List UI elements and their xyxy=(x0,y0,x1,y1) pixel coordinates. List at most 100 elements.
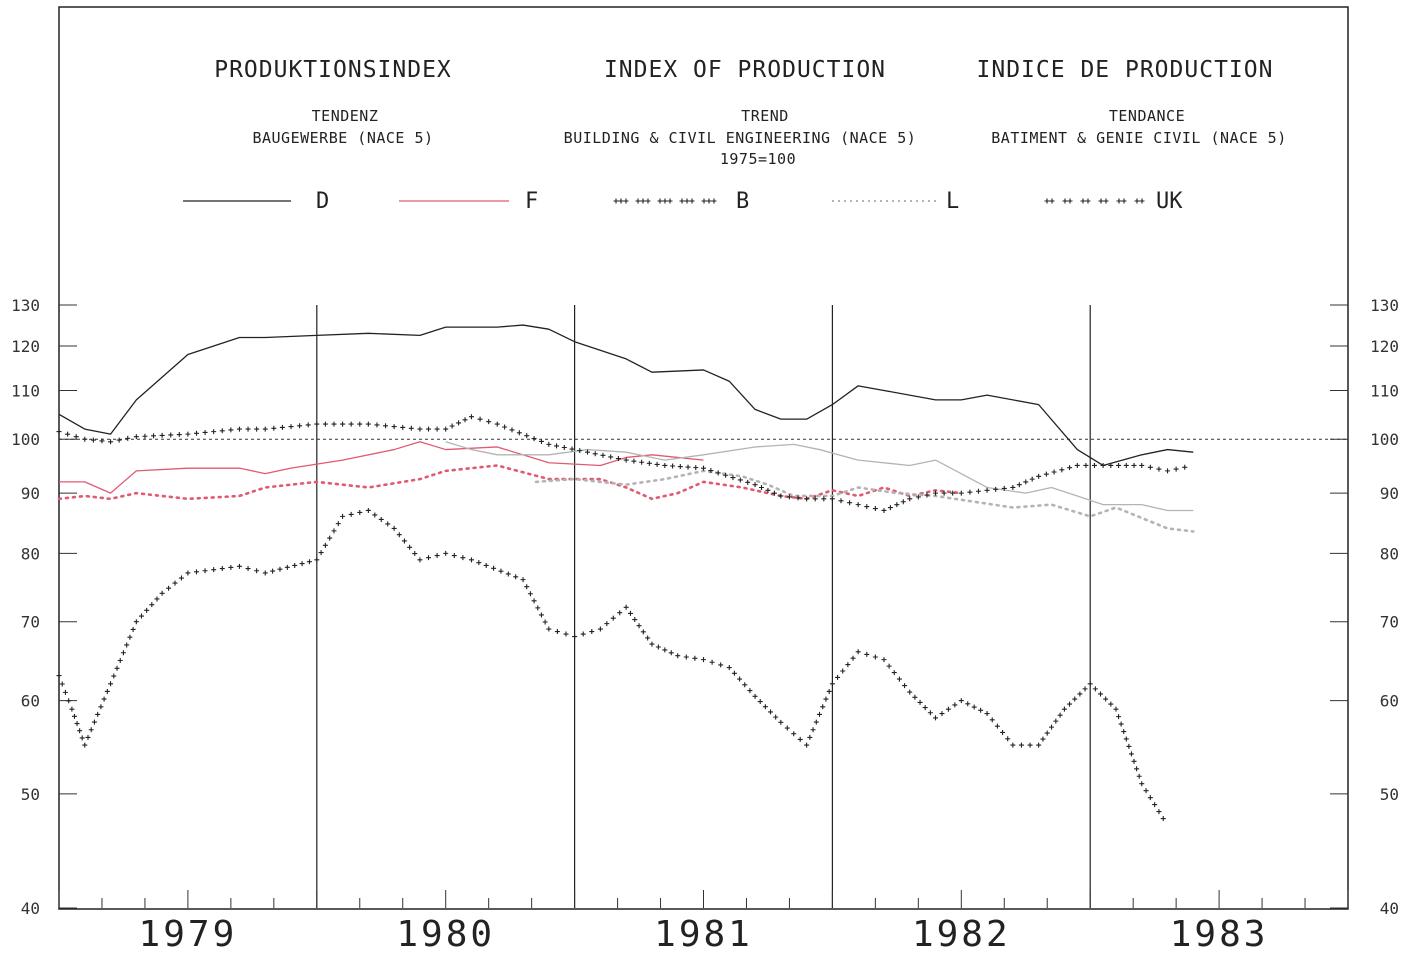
series-marker-uk-88 xyxy=(765,487,771,493)
series-l-dotted xyxy=(534,469,1195,533)
series-l xyxy=(445,441,1194,512)
series-marker-b-128 xyxy=(804,742,810,748)
series-marker-b-80 xyxy=(513,574,519,580)
legend-label-d: D xyxy=(316,189,329,214)
series-marker-uk-64 xyxy=(584,449,590,455)
series-marker-b-41 xyxy=(245,566,251,572)
legend-uk-mark-10 xyxy=(1134,198,1140,204)
series-marker-uk-113 xyxy=(967,489,973,495)
series-marker-uk-125 xyxy=(1059,467,1065,473)
series-marker-b-159 xyxy=(965,701,971,707)
series-marker-uk-65 xyxy=(592,451,598,457)
title-english: INDEX OF PRODUCTION xyxy=(604,57,886,83)
y-tick-label-right-80: 80 xyxy=(1380,544,1399,563)
series-marker-b-79 xyxy=(505,571,511,577)
series-marker-uk-108 xyxy=(924,492,930,498)
series-marker-b-35 xyxy=(193,569,199,575)
series-marker-b-28 xyxy=(149,602,155,608)
legend-b-mark-5 xyxy=(645,198,651,204)
y-tick-label-left-130: 130 xyxy=(11,296,40,315)
legend-b-mark-12 xyxy=(701,198,707,204)
series-marker-uk-43 xyxy=(426,426,432,432)
series-marker-b-157 xyxy=(952,702,958,708)
y-tick-label-right-90: 90 xyxy=(1380,484,1399,503)
series-marker-b-176 xyxy=(1061,706,1067,712)
series-marker-uk-98 xyxy=(847,500,853,506)
y-tick-label-left-60: 60 xyxy=(21,692,40,711)
legend-uk-mark-1 xyxy=(1049,198,1055,204)
series-marker-uk-53 xyxy=(502,424,508,430)
series-marker-uk-122 xyxy=(1036,473,1042,479)
series-marker-uk-130 xyxy=(1100,462,1106,468)
subtitle-german-trend: TENDENZ xyxy=(312,107,379,125)
series-line-d xyxy=(58,324,1194,467)
series-marker-b-50 xyxy=(314,557,320,563)
series-marker-b-81 xyxy=(520,577,526,583)
series-marker-uk-35 xyxy=(357,421,363,427)
series-marker-b-85 xyxy=(535,605,541,611)
series-f-dotted xyxy=(57,464,963,501)
series-marker-uk-76 xyxy=(677,464,683,470)
series-marker-uk-134 xyxy=(1131,462,1137,468)
series-marker-uk-89 xyxy=(771,490,777,496)
series-marker-b-5 xyxy=(71,713,77,719)
series-marker-b-21 xyxy=(120,650,126,656)
legend-b-mark-13 xyxy=(706,198,712,204)
legend-swatch-b xyxy=(613,198,717,204)
series-marker-uk-23 xyxy=(254,426,260,432)
series-marker-uk-73 xyxy=(654,461,660,467)
series-marker-b-108 xyxy=(675,653,681,659)
series-marker-b-163 xyxy=(989,717,995,723)
series-marker-uk-38 xyxy=(383,423,389,429)
series-marker-b-154 xyxy=(933,715,939,721)
series-marker-b-46 xyxy=(284,564,290,570)
legend-b-mark-4 xyxy=(640,198,646,204)
series-marker-uk-6 xyxy=(108,439,114,445)
series-marker-b-156 xyxy=(945,706,951,712)
series-marker-uk-131 xyxy=(1108,462,1114,468)
series-marker-uk-54 xyxy=(509,427,515,433)
series-marker-b-89 xyxy=(554,629,560,635)
series-marker-b-110 xyxy=(692,655,698,661)
series-marker-b-95 xyxy=(604,621,610,627)
series-marker-b-74 xyxy=(468,557,474,563)
y-tick-label-right-130: 130 xyxy=(1370,296,1399,315)
chart-frame xyxy=(58,6,1349,910)
series-marker-uk-44 xyxy=(434,426,440,432)
series-marker-b-67 xyxy=(412,551,418,557)
series-marker-uk-7 xyxy=(116,437,122,443)
series-marker-uk-79 xyxy=(701,465,706,471)
series-marker-uk-18 xyxy=(211,429,217,435)
legend-b-mark-14 xyxy=(711,198,717,204)
series-marker-b-73 xyxy=(460,555,466,561)
series-marker-b-123 xyxy=(773,714,779,720)
series-marker-b-183 xyxy=(1098,691,1104,697)
series-marker-b-1 xyxy=(59,681,65,687)
legend-uk-mark-7 xyxy=(1103,198,1109,204)
legend-label-uk: UK xyxy=(1156,189,1183,214)
series-marker-uk-28 xyxy=(297,423,303,429)
series-marker-b-24 xyxy=(130,626,136,632)
series-marker-b-127 xyxy=(797,736,803,742)
series-marker-b-10 xyxy=(85,734,91,740)
series-marker-uk-3 xyxy=(82,436,88,442)
series-marker-uk-11 xyxy=(151,433,157,439)
legend-b-mark-11 xyxy=(689,198,695,204)
subtitle-base-year: 1975=100 xyxy=(720,150,796,168)
series-marker-b-187 xyxy=(1116,714,1122,720)
series-marker-b-194 xyxy=(1134,766,1140,772)
series-marker-uk-109 xyxy=(933,490,939,496)
series-marker-b-126 xyxy=(791,731,797,737)
series-marker-uk-85 xyxy=(745,479,751,485)
series-marker-b-15 xyxy=(101,696,107,702)
y-tick-label-right-110: 110 xyxy=(1370,381,1399,400)
series-marker-uk-129 xyxy=(1092,462,1097,468)
series-marker-b-101 xyxy=(636,623,642,629)
series-marker-uk-86 xyxy=(752,482,758,488)
series-marker-b-167 xyxy=(1010,742,1016,748)
series-marker-uk-99 xyxy=(855,502,861,508)
series-marker-b-181 xyxy=(1087,681,1093,687)
series-marker-b-103 xyxy=(645,635,651,641)
series-marker-b-62 xyxy=(385,521,391,527)
series-marker-uk-60 xyxy=(554,443,560,449)
